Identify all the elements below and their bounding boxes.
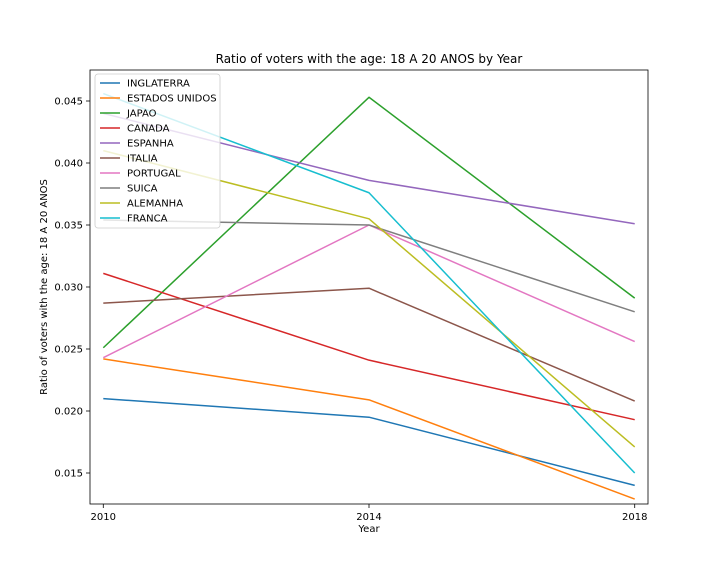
chart-title: Ratio of voters with the age: 18 A 20 AN… <box>216 52 523 66</box>
series-line-inglaterra <box>103 397 635 487</box>
y-axis: 0.015 0.020 0.025 0.030 0.035 0.040 0.045 <box>54 97 90 480</box>
legend-label: ESTADOS UNIDOS <box>127 94 217 105</box>
x-axis-label: Year <box>357 524 380 535</box>
legend-label: INGLATERRA <box>127 79 190 90</box>
legend-label: SUICA <box>127 184 158 195</box>
y-tick-label: 0.015 <box>54 469 83 480</box>
legend-label: ITALIA <box>127 154 158 165</box>
y-tick-label: 0.045 <box>54 97 83 108</box>
legend-label: ALEMANHA <box>127 199 183 210</box>
y-tick-label: 0.035 <box>54 221 83 232</box>
legend-label: FRANCA <box>127 214 168 225</box>
x-axis: 2010 2014 2018 <box>91 504 647 523</box>
x-tick-label: 2014 <box>356 512 381 523</box>
legend: INGLATERRA ESTADOS UNIDOS JAPAO CANADA ESPAN… <box>94 73 221 229</box>
y-tick-label: 0.040 <box>54 159 83 170</box>
y-axis-label: Ratio of voters with the age: 18 A 20 AN… <box>39 179 50 395</box>
legend-label: ESPANHA <box>127 139 174 150</box>
series-line-estados-unidos <box>103 358 635 500</box>
series-line-italia <box>103 287 636 402</box>
legend-label: CANADA <box>127 124 170 135</box>
y-tick-label: 0.020 <box>54 407 83 418</box>
legend-label: JAPAO <box>126 109 157 120</box>
legend-box <box>94 73 221 229</box>
y-tick-label: 0.030 <box>54 283 83 294</box>
series-line-canada <box>103 272 635 421</box>
x-tick-label: 2010 <box>91 512 116 523</box>
series-line-japao <box>102 96 636 349</box>
legend-label: PORTUGAL <box>127 169 181 180</box>
x-tick-label: 2018 <box>622 512 647 523</box>
y-tick-label: 0.025 <box>54 345 83 356</box>
